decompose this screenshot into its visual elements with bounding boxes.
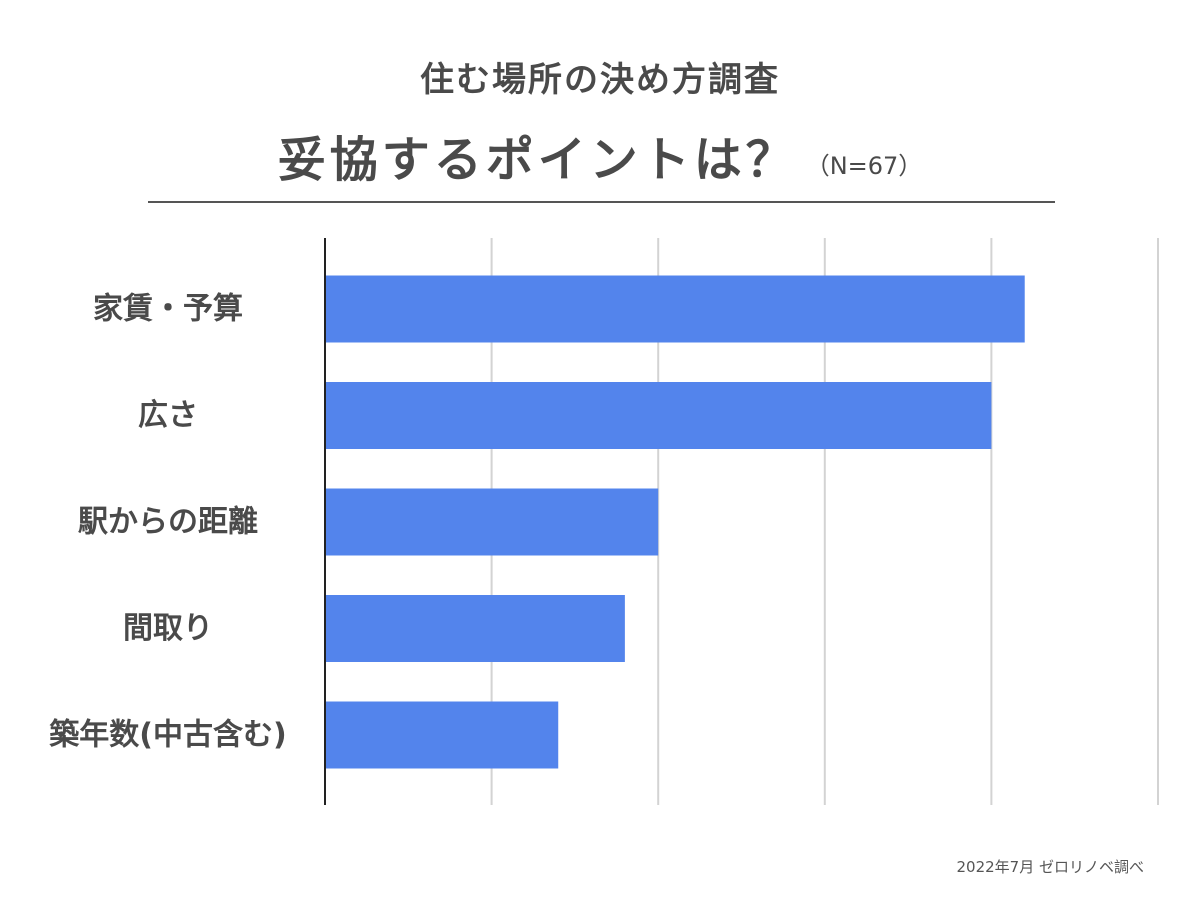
sample-size-note: （N=67）: [805, 151, 923, 180]
bar-1: [325, 382, 992, 449]
source-note: 2022年7月 ゼロリノベ調べ: [956, 858, 1145, 876]
chart-subtitle: 妥協するポイントは？ （N=67）: [0, 120, 1200, 190]
chart-subtitle-text: 妥協するポイントは？: [277, 132, 798, 188]
bar-0: [325, 275, 1025, 343]
bar-3: [325, 595, 625, 662]
chart-title: 住む場所の決め方調査: [420, 60, 780, 100]
bar-4: [325, 701, 559, 769]
category-label-2: 駅からの距離: [78, 505, 258, 540]
category-label-4: 築年数(中古含む): [49, 718, 286, 753]
category-label-0: 家賃・予算: [93, 292, 243, 327]
bar-2: [325, 488, 659, 556]
category-label-1: 広さ: [138, 398, 198, 433]
title-divider: [148, 201, 1055, 203]
category-label-3: 間取り: [123, 611, 213, 646]
